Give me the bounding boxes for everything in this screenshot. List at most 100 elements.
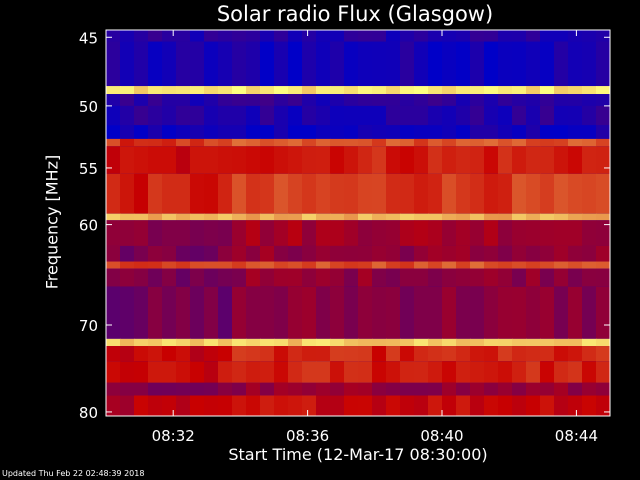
heatmap-cell xyxy=(330,245,345,262)
heatmap-cell xyxy=(582,261,597,269)
x-axis-label: Start Time (12-Mar-17 08:30:00) xyxy=(228,445,488,464)
heatmap-cell xyxy=(372,125,387,139)
heatmap-cell xyxy=(344,361,359,383)
heatmap-cell xyxy=(484,173,499,214)
heatmap-cell xyxy=(316,220,331,246)
heatmap-cell xyxy=(246,173,261,214)
heatmap-cell xyxy=(106,30,121,42)
heatmap-cell xyxy=(106,346,121,362)
heatmap-cell xyxy=(358,173,373,214)
heatmap-cell xyxy=(540,105,555,126)
heatmap-cell xyxy=(120,245,135,262)
heatmap-cell xyxy=(106,173,121,214)
heatmap-cell xyxy=(526,105,541,126)
heatmap-cell xyxy=(190,94,205,106)
heatmap-cell xyxy=(456,245,471,262)
heatmap-cell xyxy=(176,125,191,139)
heatmap-cell xyxy=(498,94,513,106)
heatmap-cell xyxy=(120,30,135,42)
heatmap-cell xyxy=(498,286,513,339)
heatmap-cell xyxy=(498,382,513,396)
heatmap-cell xyxy=(260,395,275,416)
heatmap-cell xyxy=(176,105,191,126)
heatmap-cell xyxy=(148,94,163,106)
heatmap-cell xyxy=(232,94,247,106)
heatmap-cell xyxy=(106,86,121,95)
heatmap-cell xyxy=(358,41,373,87)
heatmap-cell xyxy=(372,361,387,383)
heatmap-cell xyxy=(120,361,135,383)
heatmap-cell xyxy=(232,338,247,347)
heatmap-cell xyxy=(554,41,569,87)
heatmap-cell xyxy=(330,286,345,339)
heatmap-cell xyxy=(302,125,317,139)
heatmap-cell xyxy=(302,286,317,339)
heatmap-cell xyxy=(162,245,177,262)
heatmap-cell xyxy=(554,261,569,269)
heatmap-cell xyxy=(316,346,331,362)
heatmap-cell xyxy=(582,346,597,362)
heatmap-cell xyxy=(330,173,345,214)
heatmap-cell xyxy=(386,261,401,269)
heatmap-cell xyxy=(596,338,610,347)
heatmap-cell xyxy=(554,138,569,147)
heatmap-cell xyxy=(428,105,443,126)
heatmap-cell xyxy=(330,382,345,396)
heatmap-cell xyxy=(526,220,541,246)
heatmap-cell xyxy=(288,146,303,174)
heatmap-cell xyxy=(218,395,233,416)
heatmap-cell xyxy=(386,125,401,139)
heatmap-cell xyxy=(246,245,261,262)
heatmap-cell xyxy=(358,286,373,339)
heatmap-cell xyxy=(400,138,415,147)
heatmap-cell xyxy=(568,268,583,287)
heatmap-cell xyxy=(372,30,387,42)
heatmap-cell xyxy=(120,220,135,246)
heatmap-cell xyxy=(162,261,177,269)
heatmap-cell xyxy=(512,138,527,147)
heatmap-cell xyxy=(456,346,471,362)
heatmap-cell xyxy=(554,395,569,416)
heatmap-cell xyxy=(596,41,610,87)
heatmap-cell xyxy=(246,346,261,362)
heatmap-cell xyxy=(232,125,247,139)
heatmap-cell xyxy=(358,245,373,262)
heatmap-cell xyxy=(344,146,359,174)
heatmap-cell xyxy=(134,146,149,174)
heatmap-cell xyxy=(596,138,610,147)
heatmap-cell xyxy=(372,105,387,126)
heatmap-cell xyxy=(106,41,121,87)
heatmap-cell xyxy=(456,395,471,416)
plot-frame xyxy=(105,29,611,417)
heatmap-cell xyxy=(246,395,261,416)
heatmap-cell xyxy=(568,86,583,95)
heatmap-cell xyxy=(344,346,359,362)
x-tick-label: 08:32 xyxy=(152,427,195,445)
heatmap-cell xyxy=(134,138,149,147)
heatmap-cell xyxy=(498,346,513,362)
heatmap-cell xyxy=(134,346,149,362)
heatmap-cell xyxy=(260,245,275,262)
heatmap-cell xyxy=(204,338,219,347)
heatmap-cell xyxy=(106,138,121,147)
heatmap-cell xyxy=(316,125,331,139)
heatmap-cell xyxy=(190,382,205,396)
heatmap-cell xyxy=(176,268,191,287)
heatmap-cell xyxy=(232,86,247,95)
heatmap-cell xyxy=(204,245,219,262)
heatmap-cell xyxy=(204,86,219,95)
heatmap-cell xyxy=(568,261,583,269)
heatmap-cell xyxy=(260,361,275,383)
heatmap-cell xyxy=(400,94,415,106)
heatmap-cell xyxy=(372,382,387,396)
heatmap-cell xyxy=(596,125,610,139)
heatmap-cell xyxy=(218,146,233,174)
heatmap-cell xyxy=(372,213,387,221)
heatmap-cell xyxy=(442,261,457,269)
heatmap-cell xyxy=(330,268,345,287)
heatmap-cell xyxy=(358,361,373,383)
heatmap-cell xyxy=(470,94,485,106)
heatmap-cell xyxy=(218,86,233,95)
heatmap-cell xyxy=(470,125,485,139)
